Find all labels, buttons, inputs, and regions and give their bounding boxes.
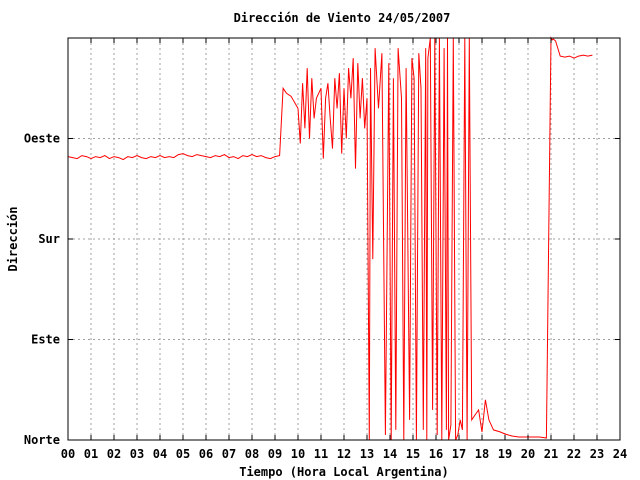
x-tick-label: 03 — [130, 447, 144, 461]
x-tick-label: 12 — [337, 447, 351, 461]
x-tick-label: 21 — [544, 447, 558, 461]
x-tick-label: 01 — [84, 447, 98, 461]
x-tick-label: 16 — [429, 447, 443, 461]
x-tick-label: 05 — [176, 447, 190, 461]
x-tick-label: 15 — [406, 447, 420, 461]
x-tick-label: 13 — [360, 447, 374, 461]
x-tick-label: 20 — [521, 447, 535, 461]
x-tick-label: 02 — [107, 447, 121, 461]
x-tick-label: 07 — [222, 447, 236, 461]
x-tick-label: 11 — [314, 447, 328, 461]
series-line — [67, 36, 593, 441]
x-tick-label: 08 — [245, 447, 259, 461]
axis-ticks — [67, 38, 621, 441]
x-tick-label: 14 — [383, 447, 397, 461]
x-axis-label: Tiempo (Hora Local Argentina) — [239, 465, 449, 479]
y-tick-label: Oeste — [24, 132, 60, 146]
x-tick-label: 10 — [291, 447, 305, 461]
y-tick-label: Norte — [24, 433, 60, 447]
x-tick-label: 18 — [475, 447, 489, 461]
x-tick-label: 17 — [452, 447, 466, 461]
y-tick-label: Este — [31, 333, 60, 347]
x-tick-label: 22 — [567, 447, 581, 461]
x-tick-label: 24 — [613, 447, 627, 461]
x-tick-label: 00 — [61, 447, 75, 461]
x-tick-label: 06 — [199, 447, 213, 461]
x-tick-label: 19 — [498, 447, 512, 461]
y-axis-label: Dirección — [6, 206, 20, 271]
series-layer — [67, 36, 593, 441]
chart-title: Dirección de Viento 24/05/2007 — [234, 11, 451, 25]
x-tick-label: 23 — [590, 447, 604, 461]
x-tick-label: 04 — [153, 447, 167, 461]
x-tick-labels: 00 01 02 03 04 05 06 07 08 09 10 11 12 13 14 15 16 17 18 19… — [61, 447, 627, 461]
y-tick-label: Sur — [38, 232, 60, 246]
y-tick-labels: Norte Este Sur Oeste — [24, 132, 60, 448]
x-tick-label: 09 — [268, 447, 282, 461]
